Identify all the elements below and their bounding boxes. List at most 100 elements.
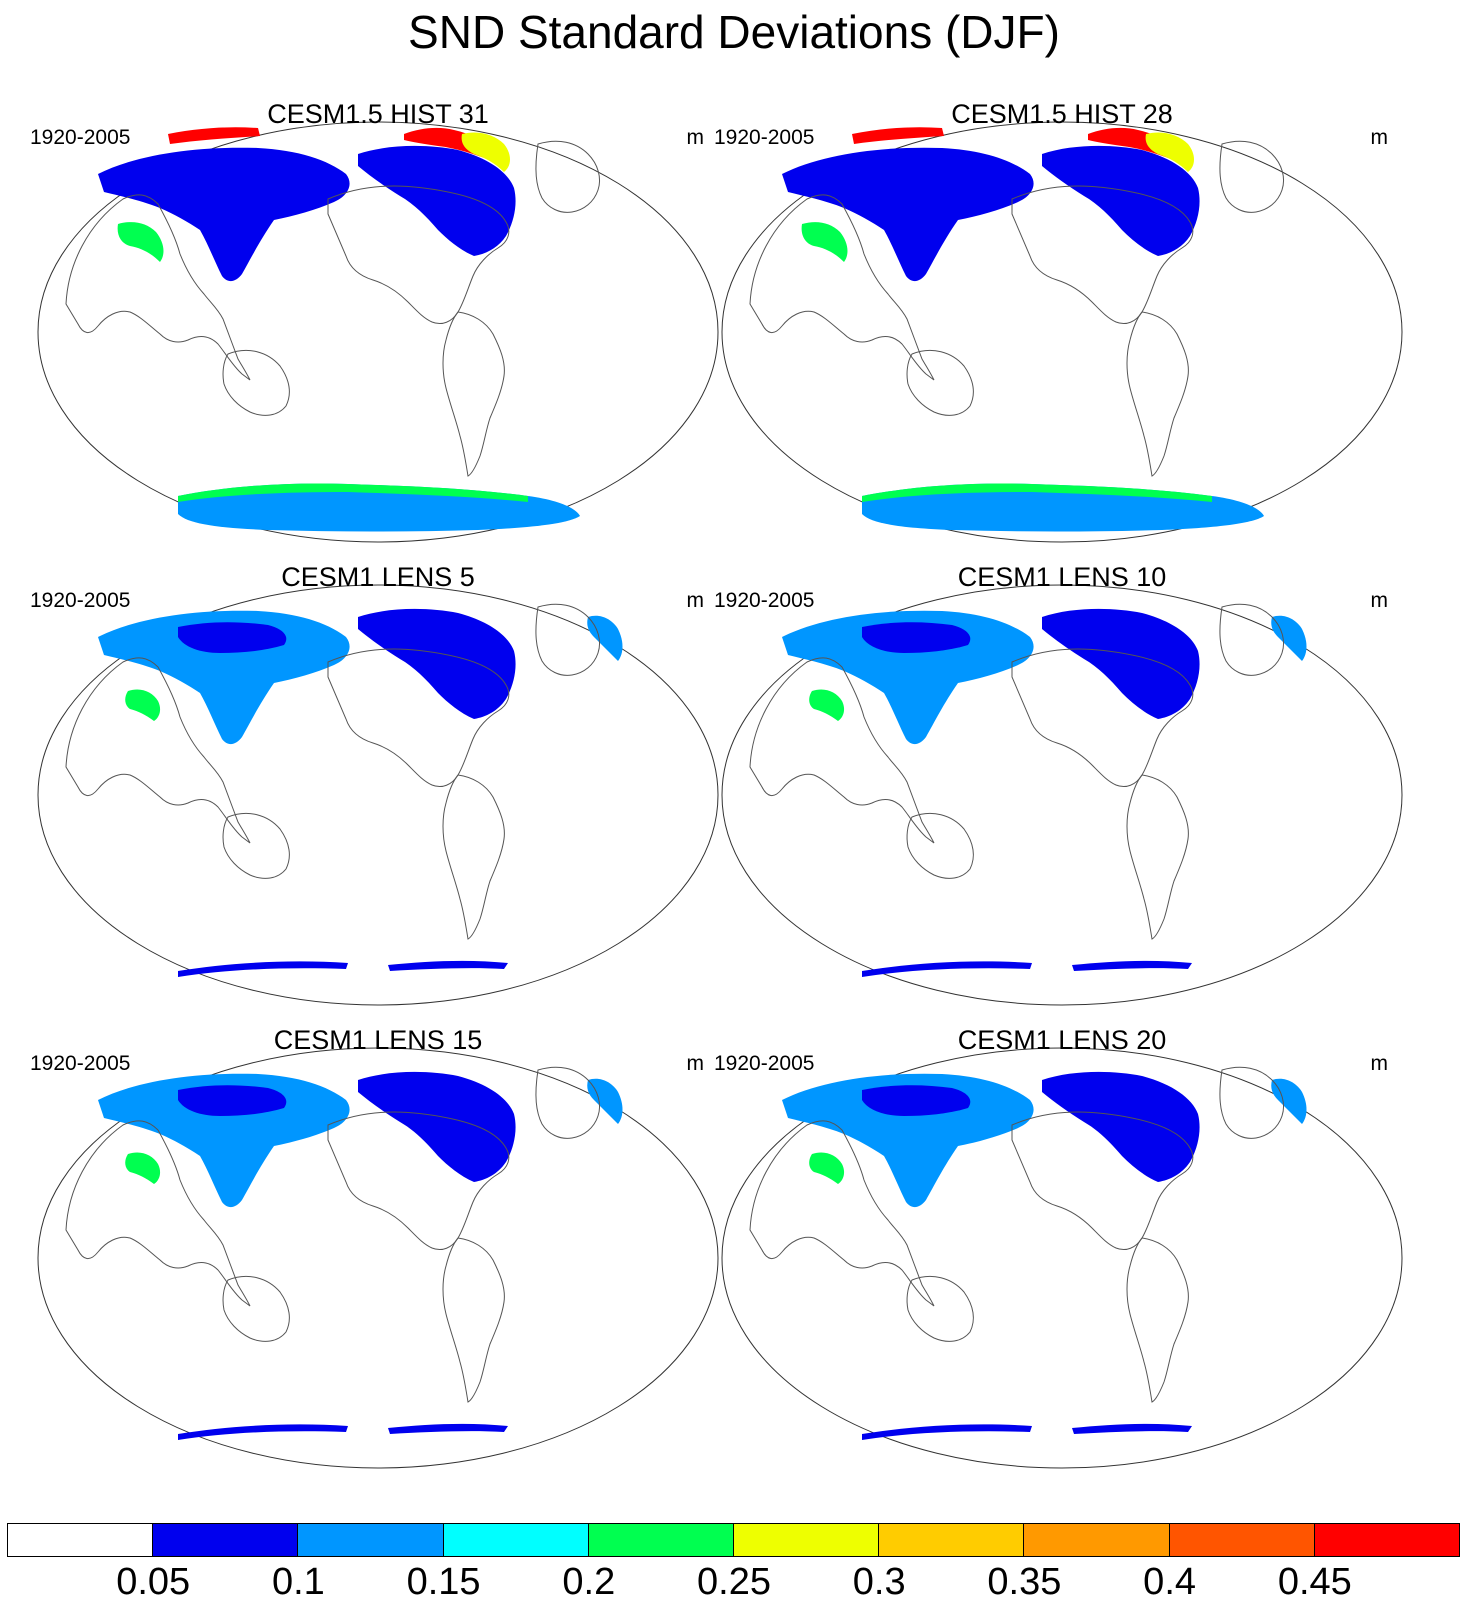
panel-units: m	[686, 126, 705, 149]
snow-field	[98, 1071, 623, 1440]
snow-patch	[117, 222, 164, 262]
panel-units: m	[1370, 1052, 1389, 1075]
snow-patch	[587, 1078, 623, 1124]
panel-title: CESM1 LENS 10	[957, 562, 1167, 592]
snow-patch	[862, 1424, 1032, 1440]
coastline	[65, 194, 251, 381]
colorbar-swatch	[152, 1523, 299, 1557]
coastline	[327, 648, 510, 788]
colorbar-swatch	[442, 1523, 589, 1557]
coastline	[1011, 648, 1194, 788]
snow-patch	[388, 960, 508, 971]
panel-title: CESM1 LENS 20	[957, 1025, 1167, 1055]
coastline	[1126, 774, 1189, 940]
colorbar-swatch	[587, 1523, 735, 1557]
snow-patch	[125, 1152, 161, 1184]
panel-title: CESM1 LENS 15	[273, 1025, 483, 1055]
colorbar-swatch	[1023, 1523, 1170, 1557]
panel-period: 1920-2005	[714, 1052, 815, 1075]
colorbar-tick-label: 0.4	[1143, 1561, 1197, 1603]
panel-units: m	[1370, 589, 1389, 612]
coastline	[1126, 311, 1189, 477]
snow-patch	[168, 127, 260, 144]
panel-title: CESM1 LENS 5	[281, 562, 475, 592]
coastline	[535, 1066, 601, 1139]
colorbar-swatch	[297, 1523, 444, 1557]
snow-patch	[358, 1071, 516, 1182]
snow-patch	[782, 1073, 1034, 1208]
map-panel-cesm15-hist-28: CESM1.5 HIST 28 1920-2005 m	[712, 99, 1412, 544]
coastline	[1126, 1237, 1189, 1403]
coastline	[327, 185, 510, 325]
snow-patch	[388, 1423, 508, 1434]
colorbar-swatch	[1313, 1523, 1461, 1557]
coastline	[1219, 603, 1285, 676]
panel-period: 1920-2005	[714, 589, 815, 612]
snow-patch	[1145, 132, 1194, 172]
colorbar-tick-label: 0.15	[406, 1561, 481, 1603]
map-panel-cesm1-lens-10: CESM1 LENS 10 1920-2005 m	[712, 562, 1412, 1007]
panel-period: 1920-2005	[30, 126, 131, 149]
snow-patch	[782, 610, 1034, 745]
coastline	[65, 657, 251, 844]
coastline	[222, 350, 290, 416]
colorbar-tick-label: 0.45	[1277, 1561, 1352, 1603]
snow-patch	[98, 147, 350, 282]
coastline	[222, 813, 290, 879]
snow-patch	[852, 127, 944, 144]
coastline	[906, 1276, 974, 1342]
map-panel-cesm15-hist-31: CESM1.5 HIST 31 1920-2005 m	[28, 99, 728, 544]
coastline	[327, 1111, 510, 1251]
panel-title: CESM1.5 HIST 28	[951, 99, 1173, 129]
colorbar-swatch	[878, 1523, 1025, 1557]
coastline	[749, 194, 935, 381]
coastline	[222, 1276, 290, 1342]
coastline	[749, 1120, 935, 1307]
colorbar-swatch	[7, 1523, 154, 1557]
snow-patch	[862, 961, 1032, 977]
coastline	[535, 603, 601, 676]
snow-field	[782, 1071, 1307, 1440]
figure-title: SND Standard Deviations (DJF)	[408, 6, 1060, 58]
colorbar-tick-label: 0.1	[271, 1561, 325, 1603]
snow-patch	[587, 615, 623, 661]
coastlines	[749, 603, 1285, 940]
snow-patch	[809, 1152, 845, 1184]
coastlines	[65, 1066, 601, 1403]
snow-patch	[178, 1424, 348, 1440]
panel-units: m	[686, 589, 705, 612]
snow-patch	[782, 147, 1034, 282]
panel-units: m	[1370, 126, 1389, 149]
snow-field	[98, 608, 623, 977]
snow-patch	[178, 1085, 287, 1116]
snow-patch	[1042, 1071, 1200, 1182]
snow-field	[782, 608, 1307, 977]
panel-period: 1920-2005	[714, 126, 815, 149]
colorbar-swatch	[733, 1523, 880, 1557]
snow-patch	[809, 689, 845, 721]
snow-patch	[461, 132, 510, 172]
world-map	[37, 584, 719, 1006]
snow-patch	[862, 1085, 971, 1116]
snow-field	[98, 127, 580, 532]
coastline	[1219, 140, 1285, 213]
panel-period: 1920-2005	[30, 589, 131, 612]
panel-period: 1920-2005	[30, 1052, 131, 1075]
panel-title: CESM1.5 HIST 31	[267, 99, 489, 129]
coastline	[1011, 185, 1194, 325]
snow-patch	[125, 689, 161, 721]
colorbar-tick-label: 0.2	[562, 1561, 616, 1603]
coastline	[442, 311, 505, 477]
snow-patch	[862, 622, 971, 653]
snow-patch	[1072, 1423, 1192, 1434]
panel-units: m	[686, 1052, 705, 1075]
world-map	[721, 121, 1403, 543]
coastlines	[749, 1066, 1285, 1403]
colorbar	[7, 1523, 1461, 1557]
coastline	[442, 774, 505, 940]
snow-patch	[1042, 608, 1200, 719]
snow-patch	[178, 483, 528, 502]
coastline	[442, 1237, 505, 1403]
snow-patch	[178, 961, 348, 977]
world-map	[37, 121, 719, 543]
